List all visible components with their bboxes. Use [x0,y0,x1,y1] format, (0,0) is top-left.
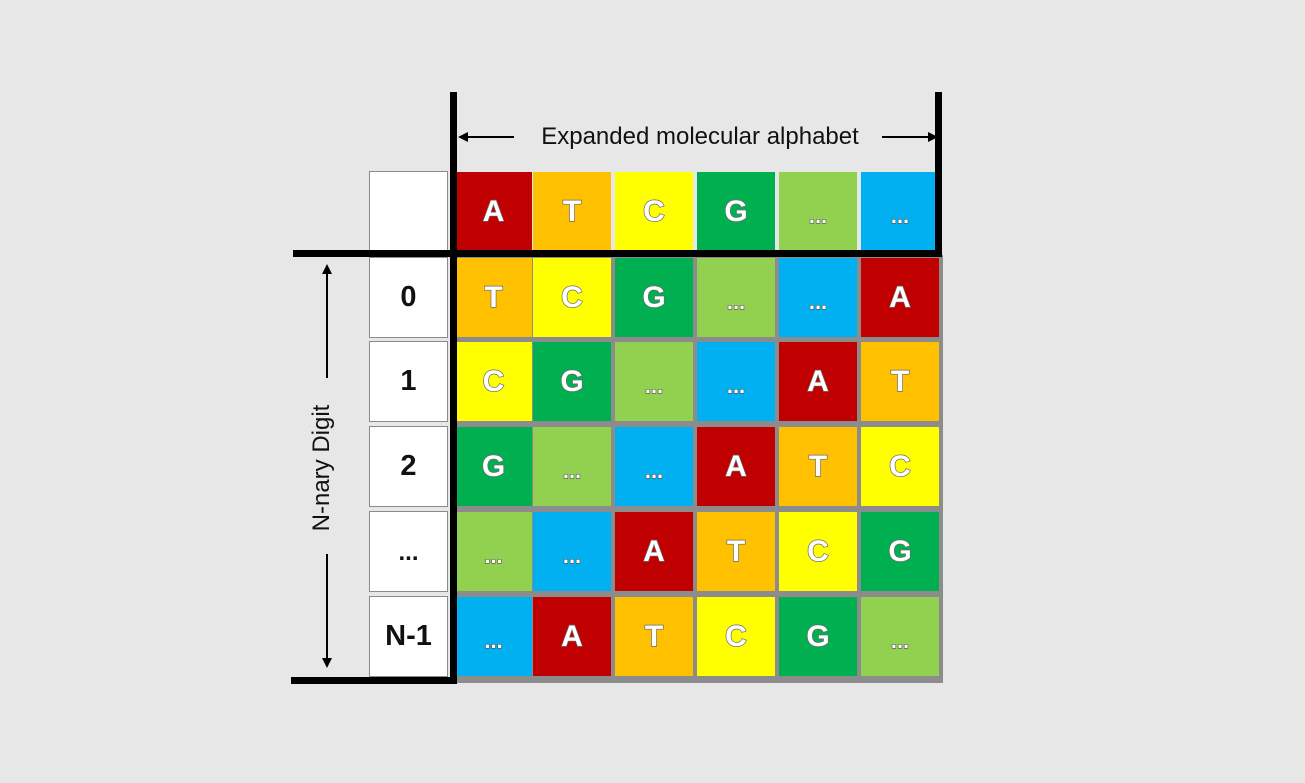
cell-symbol: C [888,449,911,483]
grid-cell: C [779,512,857,591]
header-cell: ... [779,172,857,251]
cell-symbol: C [560,280,583,314]
frame-bottom [291,677,457,684]
cell-symbol: G [806,619,831,653]
header-cell: C [615,172,693,251]
cell-symbol: A [642,534,665,568]
left-label: N-nary Digit [308,404,335,532]
cell-symbol: T [726,534,746,568]
top-arrow-right [882,132,938,142]
grid-cell: T [697,512,775,591]
cell-symbol: T [484,280,504,314]
corner-cell [369,171,448,251]
grid-cell: T [861,342,939,421]
cell-symbol: A [482,194,505,228]
grid-cell: ... [615,342,693,421]
header-cell: A [455,172,532,251]
cell-symbol: A [724,449,747,483]
cell-symbol: C [642,194,665,228]
grid-cell: G [779,597,857,676]
grid-cell: ... [697,258,775,337]
grid-cell: A [533,597,611,676]
grid-cell: G [861,512,939,591]
cell-symbol: G [888,534,913,568]
header-cell: G [697,172,775,251]
digit-cell: 1 [369,341,448,422]
grid-cell: G [533,342,611,421]
cell-symbol: ... [808,202,828,228]
digit-cell: N-1 [369,596,448,677]
cell-symbol: C [806,534,829,568]
grid-cell: ... [455,597,532,676]
cell-symbol: ... [562,542,582,568]
grid-cell: T [455,258,532,337]
cell-symbol: A [806,364,829,398]
cell-symbol: ... [726,372,746,398]
grid-cell: C [697,597,775,676]
cell-symbol: ... [484,627,504,653]
cell-symbol: G [724,194,749,228]
grid-cell: T [779,427,857,506]
cell-symbol: G [642,280,667,314]
top-label-text: Expanded molecular alphabet [541,123,859,150]
cell-symbol: A [560,619,583,653]
header-cell: ... [861,172,939,251]
cell-symbol: ... [644,372,664,398]
top-label: Expanded molecular alphabet [470,122,930,152]
grid-cell: ... [861,597,939,676]
grid-cell: ... [697,342,775,421]
grid-cell: ... [455,512,532,591]
grid-cell: A [861,258,939,337]
cell-symbol: G [560,364,585,398]
grid-cell: C [455,342,532,421]
cell-symbol: T [808,449,828,483]
grid-cell: G [615,258,693,337]
cell-symbol: ... [562,457,582,483]
grid-cell: C [861,427,939,506]
top-arrow-left [458,132,514,142]
grid-cell: ... [615,427,693,506]
cell-symbol: ... [808,288,828,314]
cell-symbol: A [888,280,911,314]
grid-cell: A [615,512,693,591]
cell-symbol: T [562,194,582,228]
cell-symbol: G [481,449,506,483]
grid-cell: A [779,342,857,421]
cell-symbol: ... [890,202,910,228]
cell-symbol: ... [890,627,910,653]
grid-cell: ... [533,512,611,591]
frame-right-vertical [935,92,942,252]
grid-cell: T [615,597,693,676]
grid-cell: A [697,427,775,506]
cell-symbol: T [644,619,664,653]
digit-cell: ... [369,511,448,592]
grid-cell: ... [533,427,611,506]
cell-symbol: ... [644,457,664,483]
cell-symbol: ... [726,288,746,314]
cell-symbol: C [724,619,747,653]
grid-cell: G [455,427,532,506]
digit-cell: 0 [369,257,448,338]
grid-cell: C [533,258,611,337]
left-arrow-down [322,554,332,668]
cell-symbol: T [890,364,910,398]
cell-symbol: ... [484,542,504,568]
left-arrow-up [322,264,332,378]
frame-left-vertical [450,92,457,684]
digit-cell: 2 [369,426,448,507]
grid-cell: ... [779,258,857,337]
cell-symbol: C [482,364,505,398]
header-cell: T [533,172,611,251]
frame-header-divider [293,250,942,257]
